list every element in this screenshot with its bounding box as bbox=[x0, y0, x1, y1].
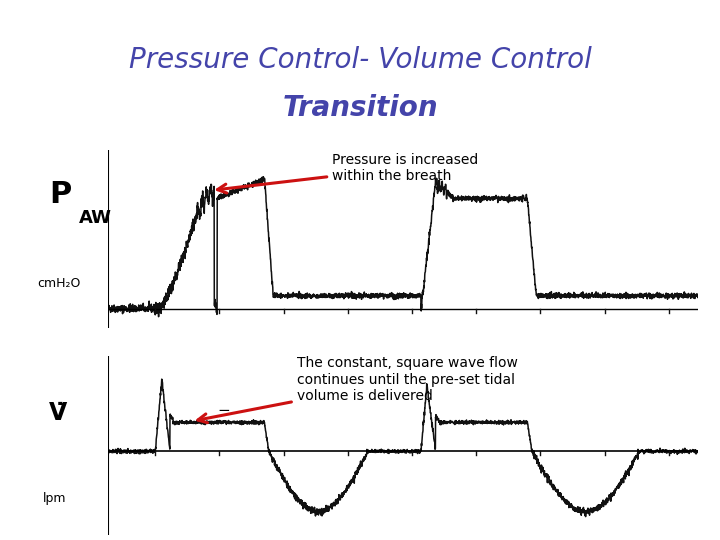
Text: Pressure is increased
within the breath: Pressure is increased within the breath bbox=[217, 153, 479, 193]
Text: Transition: Transition bbox=[282, 93, 438, 122]
Text: Pressure Control- Volume Control: Pressure Control- Volume Control bbox=[129, 46, 591, 73]
Text: −: − bbox=[217, 403, 230, 418]
Text: AW: AW bbox=[78, 208, 112, 227]
Text: P: P bbox=[49, 180, 71, 209]
Text: cmH₂O: cmH₂O bbox=[37, 277, 81, 290]
Text: lpm: lpm bbox=[43, 492, 66, 505]
Text: The constant, square wave flow
continues until the pre-set tidal
volume is deliv: The constant, square wave flow continues… bbox=[198, 356, 518, 423]
Text: V̇: V̇ bbox=[49, 401, 67, 426]
